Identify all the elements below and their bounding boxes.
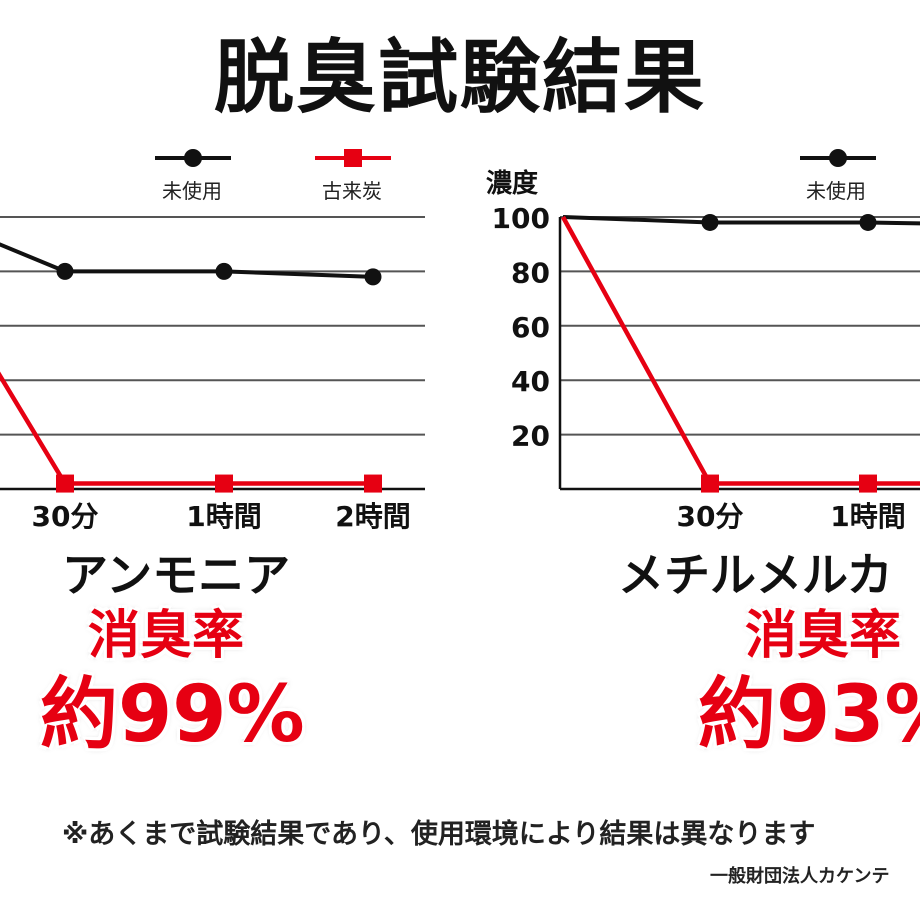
gas-name-methyl-mercaptan: メチルメルカ [618, 548, 893, 602]
page-title: 脱臭試験結果 [214, 31, 706, 124]
ammonia-chart-group: 30分 1時間 2時間 未使用 古来炭 [0, 149, 425, 533]
y-tick-label: 20 [511, 420, 550, 453]
data-point-charcoal [215, 474, 233, 493]
legend-marker-charcoal [344, 149, 362, 167]
legend-label-charcoal: 古来炭 [322, 179, 382, 203]
series-line-charcoal [561, 215, 920, 486]
deodorization-rate-value-ammonia: 約99% [40, 670, 305, 760]
series-line-untreated [562, 215, 920, 226]
y-tick-label: 60 [511, 311, 550, 344]
data-point-charcoal [364, 474, 382, 493]
y-axis-label: 濃度 [486, 168, 538, 199]
series-line-charcoal [0, 371, 373, 486]
x-tick-label: 30分 [32, 500, 99, 533]
deodorization-rate-label-ammonia: 消臭率 [88, 606, 245, 666]
x-tick-label: 30分 [677, 500, 744, 533]
methyl-mercaptan-chart-group: 20406080100濃度30分1時間2時間未使用 [486, 149, 920, 533]
x-tick-label: 1時間 [830, 500, 905, 533]
data-point-charcoal [859, 474, 877, 493]
x-tick-label: 1時間 [186, 500, 261, 533]
data-point-charcoal [56, 474, 74, 493]
y-tick-label: 40 [511, 365, 550, 398]
deodorization-rate-label-methyl-mercaptan: 消臭率 [745, 606, 902, 666]
legend-label-untreated: 未使用 [806, 179, 866, 203]
data-point-charcoal [701, 474, 719, 493]
data-point-untreated [364, 268, 382, 286]
legend-marker-untreated [829, 149, 847, 167]
x-tick-label: 2時間 [335, 500, 410, 533]
deodorization-rate-value-methyl-mercaptan: 約93% [698, 670, 920, 760]
series-line-untreated [0, 242, 374, 279]
data-point-untreated [701, 213, 719, 231]
gas-name-ammonia: アンモニア [62, 548, 291, 602]
disclaimer-note: ※あくまで試験結果であり、使用環境により結果は異なります [62, 819, 816, 850]
source-credit: 一般財団法人カケンテ [710, 866, 890, 887]
data-point-untreated [859, 213, 877, 231]
legend-marker-untreated [184, 149, 202, 167]
legend-label-untreated: 未使用 [162, 179, 222, 203]
data-point-untreated [215, 262, 233, 280]
y-tick-label: 80 [511, 256, 550, 289]
y-tick-label: 100 [492, 202, 550, 235]
data-point-untreated [56, 262, 74, 280]
